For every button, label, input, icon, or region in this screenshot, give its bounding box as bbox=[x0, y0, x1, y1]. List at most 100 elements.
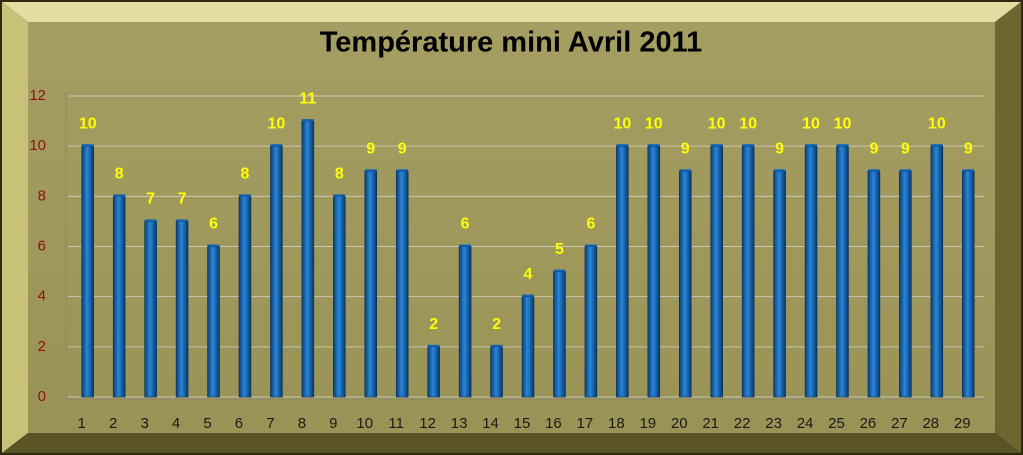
x-tick-label: 17 bbox=[577, 415, 594, 432]
data-label: 10 bbox=[708, 115, 726, 132]
bar bbox=[867, 171, 881, 398]
bar-top bbox=[647, 144, 660, 147]
bar bbox=[647, 145, 661, 398]
bar bbox=[175, 221, 189, 398]
bevel-right bbox=[995, 2, 1021, 453]
y-tick-label: 10 bbox=[29, 137, 46, 154]
x-tick-label: 27 bbox=[891, 415, 908, 432]
data-label: 5 bbox=[555, 241, 564, 258]
data-label: 9 bbox=[901, 140, 910, 157]
data-label: 6 bbox=[586, 216, 595, 233]
data-label: 9 bbox=[869, 140, 878, 157]
x-tick-label: 2 bbox=[109, 415, 117, 432]
y-tick-label: 8 bbox=[38, 187, 46, 204]
bar-top bbox=[207, 244, 220, 247]
bar bbox=[710, 145, 723, 398]
bar-top bbox=[176, 219, 189, 222]
data-label: 9 bbox=[681, 140, 690, 157]
bar-top bbox=[427, 344, 440, 347]
bar bbox=[427, 346, 440, 398]
bar-top bbox=[144, 219, 157, 222]
x-tick-label: 10 bbox=[356, 415, 373, 432]
data-label: 9 bbox=[964, 140, 973, 157]
data-label: 10 bbox=[79, 115, 97, 132]
bar-top bbox=[459, 244, 472, 247]
data-label: 10 bbox=[834, 115, 852, 132]
bar bbox=[741, 145, 755, 398]
data-label: 2 bbox=[492, 316, 501, 333]
x-tick-label: 16 bbox=[545, 415, 562, 432]
bar bbox=[616, 145, 629, 398]
bar bbox=[364, 171, 378, 398]
x-tick-label: 26 bbox=[860, 415, 877, 432]
data-label: 7 bbox=[146, 191, 155, 208]
bar-top bbox=[553, 269, 566, 272]
bar bbox=[81, 145, 94, 398]
bar bbox=[458, 246, 472, 398]
bar-top bbox=[710, 144, 723, 147]
bar bbox=[112, 196, 126, 398]
x-tick-label: 11 bbox=[388, 415, 404, 432]
x-tick-label: 18 bbox=[608, 415, 625, 432]
x-tick-label: 24 bbox=[797, 415, 814, 432]
data-label: 8 bbox=[241, 166, 250, 183]
bar-top bbox=[867, 169, 880, 172]
x-tick-label: 4 bbox=[172, 415, 180, 432]
bar bbox=[207, 246, 220, 398]
bar-top bbox=[584, 244, 597, 247]
bar bbox=[238, 196, 252, 398]
bar bbox=[930, 145, 944, 398]
y-tick-label: 0 bbox=[38, 388, 46, 405]
bar bbox=[395, 171, 409, 398]
bar-top bbox=[522, 294, 534, 297]
y-tick-label: 12 bbox=[29, 87, 46, 104]
bar-top bbox=[742, 144, 755, 147]
x-tick-label: 20 bbox=[671, 415, 688, 432]
bar bbox=[899, 171, 912, 398]
x-tick-label: 13 bbox=[451, 415, 468, 432]
data-label: 10 bbox=[268, 115, 286, 132]
data-label: 10 bbox=[928, 115, 946, 132]
bar-top bbox=[836, 144, 849, 147]
data-label: 9 bbox=[775, 140, 784, 157]
data-label: 8 bbox=[335, 166, 344, 183]
bar-top bbox=[616, 144, 629, 147]
x-tick-label: 1 bbox=[78, 415, 86, 432]
bar-top bbox=[333, 194, 346, 197]
bar-top bbox=[930, 144, 943, 147]
bevel-bottom bbox=[2, 433, 1021, 453]
data-label: 9 bbox=[398, 140, 407, 157]
x-tick-label: 9 bbox=[329, 415, 337, 432]
bar bbox=[962, 171, 975, 398]
bar bbox=[804, 145, 818, 398]
bar-top bbox=[899, 169, 912, 172]
bar bbox=[521, 296, 535, 398]
bar bbox=[584, 246, 598, 398]
bar-top bbox=[238, 194, 251, 197]
bar-top bbox=[81, 144, 94, 147]
plot-background bbox=[28, 22, 995, 433]
x-tick-label: 7 bbox=[266, 415, 274, 432]
y-tick-label: 4 bbox=[38, 288, 46, 305]
x-tick-label: 22 bbox=[734, 415, 751, 432]
x-tick-label: 12 bbox=[419, 415, 436, 432]
data-label: 10 bbox=[739, 115, 757, 132]
x-tick-label: 21 bbox=[702, 415, 719, 432]
x-tick-label: 29 bbox=[954, 415, 971, 432]
bar-top bbox=[490, 344, 503, 347]
chart-title: Température mini Avril 2011 bbox=[320, 27, 703, 59]
bar bbox=[301, 120, 315, 398]
bevel-top bbox=[2, 2, 1021, 22]
data-label: 9 bbox=[366, 140, 375, 157]
bar-top bbox=[301, 119, 314, 122]
data-label: 6 bbox=[461, 216, 470, 233]
y-tick-label: 2 bbox=[38, 338, 46, 355]
bar-top bbox=[962, 169, 975, 172]
data-label: 11 bbox=[299, 90, 316, 107]
x-tick-label: 23 bbox=[765, 415, 782, 432]
data-label: 6 bbox=[209, 216, 218, 233]
data-label: 8 bbox=[115, 166, 124, 183]
bar bbox=[773, 171, 786, 398]
x-tick-label: 5 bbox=[203, 415, 211, 432]
